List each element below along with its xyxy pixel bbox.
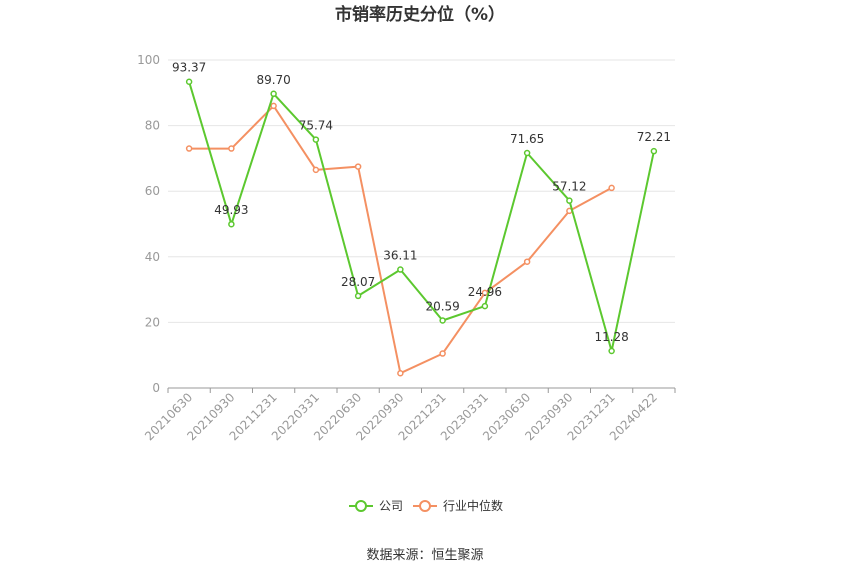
data-source: 数据来源：恒生聚源 [366, 548, 483, 563]
y-tick-label: 0 [152, 381, 160, 395]
data-point-company [439, 317, 446, 324]
data-point-company [566, 197, 573, 204]
legend-marker-industry [419, 500, 431, 512]
data-label: 71.65 [510, 132, 544, 146]
data-point-company [523, 149, 531, 157]
data-point-industry [608, 184, 615, 192]
data-label: 20.59 [425, 299, 459, 313]
series-layer [185, 78, 658, 377]
y-tick-label: 100 [137, 53, 160, 67]
y-tick-label: 20 [145, 315, 160, 329]
y-tick-label: 40 [145, 250, 160, 264]
legend-item-industry[interactable]: 行业中位数 [413, 498, 503, 513]
data-point-company [185, 78, 193, 85]
legend-item-company[interactable]: 公司 [349, 499, 403, 513]
data-point-industry [354, 163, 362, 170]
data-label: 75.74 [299, 119, 333, 133]
legend: 公司 行业中位数 [349, 498, 503, 513]
legend-label-company: 公司 [379, 499, 403, 513]
series-line-industry [189, 104, 613, 375]
data-point-company [608, 347, 615, 355]
legend-label-industry: 行业中位数 [443, 498, 503, 513]
chart-title: 市销率历史分位（%） [335, 4, 505, 25]
data-point-industry [228, 145, 235, 152]
data-point-company [312, 136, 320, 143]
data-point-company [650, 147, 658, 155]
data-point-company [354, 292, 362, 300]
y-tick-label: 80 [145, 119, 160, 133]
data-point-company [397, 266, 404, 273]
data-point-industry [312, 166, 320, 174]
data-point-industry [397, 369, 404, 377]
data-label: 93.37 [172, 61, 206, 75]
data-label: 57.12 [552, 180, 586, 194]
data-label: 49.93 [214, 203, 248, 217]
data-point-company [270, 90, 277, 98]
data-point-industry [523, 258, 531, 265]
grid-layer [168, 59, 675, 323]
series-line-company [188, 81, 655, 352]
data-label: 24.96 [468, 285, 502, 299]
data-label: 89.70 [256, 73, 290, 87]
data-point-company [481, 302, 489, 310]
data-point-industry [439, 350, 446, 357]
legend-marker-company [355, 500, 367, 512]
y-tick-label: 60 [145, 184, 160, 198]
data-point-industry [185, 145, 193, 152]
data-point-company [228, 220, 235, 228]
label-layer: 93.37 49.93 89.70 75.74 28.07 36.11 20.59 24.96… [172, 61, 671, 344]
data-point-industry [270, 102, 277, 110]
data-label: 11.28 [594, 330, 628, 344]
data-label: 36.11 [383, 249, 417, 263]
data-label: 72.21 [637, 130, 671, 144]
data-point-industry [481, 289, 489, 297]
data-label: 28.07 [341, 275, 375, 289]
